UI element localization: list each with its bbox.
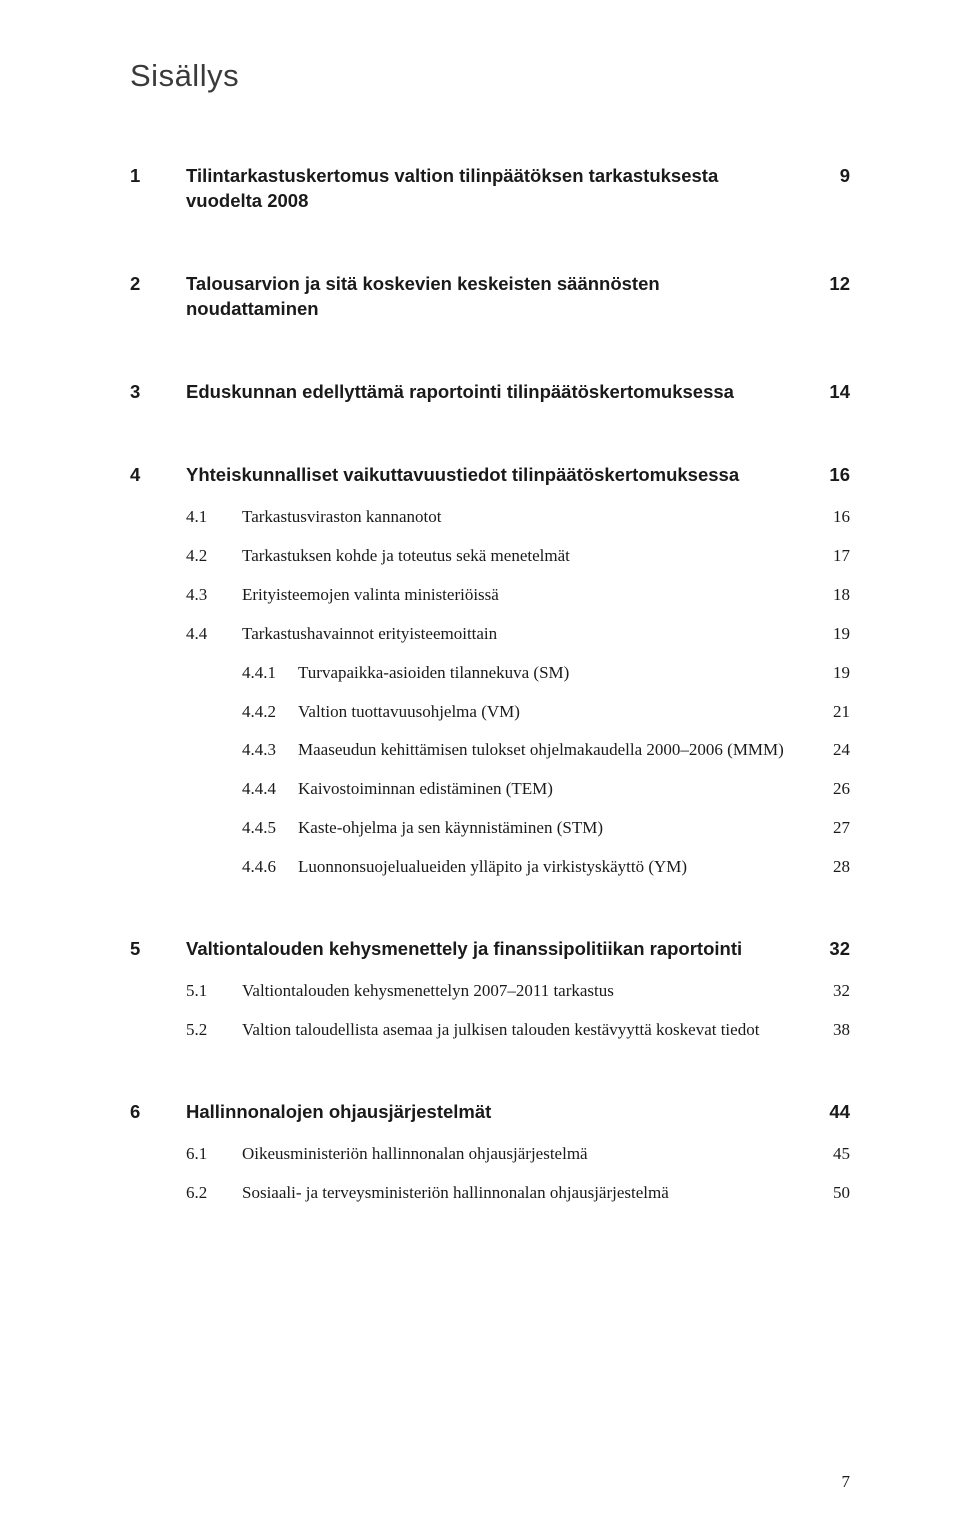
subsection-page: 50 — [810, 1182, 850, 1205]
chapter-page: 16 — [810, 463, 850, 488]
subsection-page: 38 — [810, 1019, 850, 1042]
chapter-page: 32 — [810, 937, 850, 962]
subsection-number: 5.1 — [186, 980, 242, 1003]
subsection-number: 5.2 — [186, 1019, 242, 1042]
subsection-row: 4.4 Tarkastushavainnot erityisteemoittai… — [186, 623, 850, 646]
subsection-row: 6.1 Oikeusministeriön hallinnonalan ohja… — [186, 1143, 850, 1166]
subsection-page: 32 — [810, 980, 850, 1003]
subsubsection-label: Valtion tuottavuusohjelma (VM) — [298, 701, 810, 724]
chapter-number: 2 — [130, 272, 186, 297]
subsection-wrap: 6.1 Oikeusministeriön hallinnonalan ohja… — [186, 1143, 850, 1205]
chapter-page: 12 — [810, 272, 850, 297]
chapter-label: Valtiontalouden kehysmenettely ja finans… — [186, 937, 810, 962]
subsection-label: Tarkastuksen kohde ja toteutus sekä mene… — [242, 545, 810, 568]
chapter-row: 3 Eduskunnan edellyttämä raportointi til… — [130, 380, 850, 405]
subsection-page: 19 — [810, 623, 850, 646]
chapter-number: 4 — [130, 463, 186, 488]
subsubsection-page: 19 — [810, 662, 850, 685]
subsection-label: Tarkastusviraston kannanotot — [242, 506, 810, 529]
page-number: 7 — [842, 1472, 851, 1492]
subsubsection-label: Luonnonsuojelualueiden ylläpito ja virki… — [298, 856, 810, 879]
subsubsection-number: 4.4.5 — [242, 817, 298, 840]
chapter-block-1: 1 Tilintarkastuskertomus valtion tilinpä… — [130, 164, 850, 214]
subsubsection-row: 4.4.3 Maaseudun kehittämisen tulokset oh… — [242, 739, 850, 762]
subsubsection-page: 26 — [810, 778, 850, 801]
chapter-block-6: 6 Hallinnonalojen ohjausjärjestelmät 44 … — [130, 1100, 850, 1205]
chapter-row: 2 Talousarvion ja sitä koskevien keskeis… — [130, 272, 850, 322]
subsubsection-label: Kaivostoiminnan edistäminen (TEM) — [298, 778, 810, 801]
subsubsection-page: 28 — [810, 856, 850, 879]
toc-title: Sisällys — [130, 58, 850, 94]
chapter-number: 1 — [130, 164, 186, 189]
subsection-label: Sosiaali- ja terveysministeriön hallinno… — [242, 1182, 810, 1205]
subsubsection-row: 4.4.1 Turvapaikka-asioiden tilannekuva (… — [242, 662, 850, 685]
subsubsection-page: 27 — [810, 817, 850, 840]
subsubsection-row: 4.4.4 Kaivostoiminnan edistäminen (TEM) … — [242, 778, 850, 801]
subsection-number: 4.3 — [186, 584, 242, 607]
chapter-label: Eduskunnan edellyttämä raportointi tilin… — [186, 380, 810, 405]
chapter-page: 44 — [810, 1100, 850, 1125]
subsubsection-row: 4.4.6 Luonnonsuojelualueiden ylläpito ja… — [242, 856, 850, 879]
subsection-number: 4.4 — [186, 623, 242, 646]
subsubsection-row: 4.4.5 Kaste-ohjelma ja sen käynnistämine… — [242, 817, 850, 840]
chapter-block-2: 2 Talousarvion ja sitä koskevien keskeis… — [130, 272, 850, 322]
subsubsection-label: Maaseudun kehittämisen tulokset ohjelmak… — [298, 739, 810, 762]
subsubsection-row: 4.4.2 Valtion tuottavuusohjelma (VM) 21 — [242, 701, 850, 724]
subsection-page: 16 — [810, 506, 850, 529]
subsection-label: Valtiontalouden kehysmenettelyn 2007–201… — [242, 980, 810, 1003]
subsubsection-page: 24 — [810, 739, 850, 762]
subsubsection-number: 4.4.4 — [242, 778, 298, 801]
subsection-label: Valtion taloudellista asemaa ja julkisen… — [242, 1019, 810, 1042]
chapter-row: 6 Hallinnonalojen ohjausjärjestelmät 44 — [130, 1100, 850, 1125]
subsubsection-number: 4.4.3 — [242, 739, 298, 762]
chapter-label: Tilintarkastuskertomus valtion tilinpäät… — [186, 164, 810, 214]
subsubsection-page: 21 — [810, 701, 850, 724]
subsection-wrap: 5.1 Valtiontalouden kehysmenettelyn 2007… — [186, 980, 850, 1042]
chapter-label: Talousarvion ja sitä koskevien keskeiste… — [186, 272, 810, 322]
subsubsection-wrap: 4.4.1 Turvapaikka-asioiden tilannekuva (… — [242, 662, 850, 880]
chapter-label: Hallinnonalojen ohjausjärjestelmät — [186, 1100, 810, 1125]
chapter-number: 6 — [130, 1100, 186, 1125]
subsection-row: 4.3 Erityisteemojen valinta ministeriöis… — [186, 584, 850, 607]
chapter-row: 4 Yhteiskunnalliset vaikuttavuustiedot t… — [130, 463, 850, 488]
subsubsection-number: 4.4.1 — [242, 662, 298, 685]
subsubsection-label: Kaste-ohjelma ja sen käynnistäminen (STM… — [298, 817, 810, 840]
chapter-page: 9 — [810, 164, 850, 189]
subsubsection-number: 4.4.2 — [242, 701, 298, 724]
subsection-number: 4.1 — [186, 506, 242, 529]
subsection-label: Oikeusministeriön hallinnonalan ohjausjä… — [242, 1143, 810, 1166]
subsection-row: 6.2 Sosiaali- ja terveysministeriön hall… — [186, 1182, 850, 1205]
subsection-row: 4.2 Tarkastuksen kohde ja toteutus sekä … — [186, 545, 850, 568]
subsection-row: 5.2 Valtion taloudellista asemaa ja julk… — [186, 1019, 850, 1042]
chapter-block-3: 3 Eduskunnan edellyttämä raportointi til… — [130, 380, 850, 405]
subsection-row: 5.1 Valtiontalouden kehysmenettelyn 2007… — [186, 980, 850, 1003]
chapter-block-5: 5 Valtiontalouden kehysmenettely ja fina… — [130, 937, 850, 1042]
chapter-page: 14 — [810, 380, 850, 405]
chapter-number: 5 — [130, 937, 186, 962]
chapter-row: 5 Valtiontalouden kehysmenettely ja fina… — [130, 937, 850, 962]
subsection-number: 6.1 — [186, 1143, 242, 1166]
chapter-block-4: 4 Yhteiskunnalliset vaikuttavuustiedot t… — [130, 463, 850, 879]
chapter-number: 3 — [130, 380, 186, 405]
subsection-number: 6.2 — [186, 1182, 242, 1205]
subsection-page: 18 — [810, 584, 850, 607]
chapter-row: 1 Tilintarkastuskertomus valtion tilinpä… — [130, 164, 850, 214]
chapter-label: Yhteiskunnalliset vaikuttavuustiedot til… — [186, 463, 810, 488]
subsection-label: Erityisteemojen valinta ministeriöissä — [242, 584, 810, 607]
subsection-wrap: 4.1 Tarkastusviraston kannanotot 16 4.2 … — [186, 506, 850, 646]
subsection-number: 4.2 — [186, 545, 242, 568]
subsection-row: 4.1 Tarkastusviraston kannanotot 16 — [186, 506, 850, 529]
subsection-page: 45 — [810, 1143, 850, 1166]
subsection-page: 17 — [810, 545, 850, 568]
subsubsection-number: 4.4.6 — [242, 856, 298, 879]
subsubsection-label: Turvapaikka-asioiden tilannekuva (SM) — [298, 662, 810, 685]
subsection-label: Tarkastushavainnot erityisteemoittain — [242, 623, 810, 646]
